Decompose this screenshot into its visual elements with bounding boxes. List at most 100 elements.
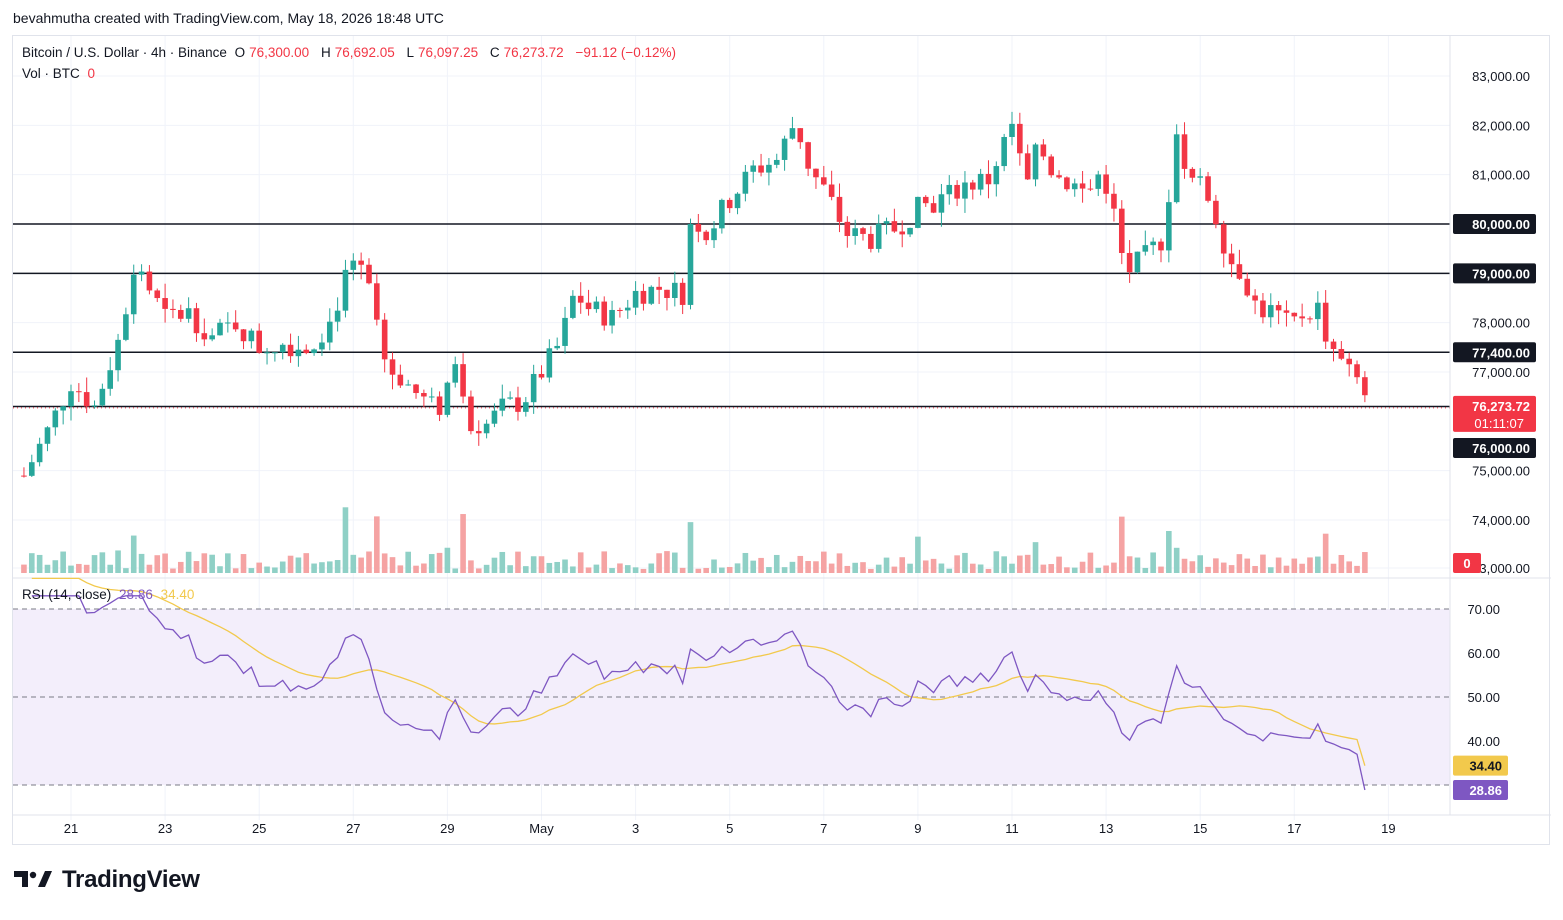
volume-bar [687, 522, 694, 573]
volume-bar [342, 507, 349, 573]
volume-bar [1071, 567, 1078, 573]
candle-body [954, 184, 960, 199]
candle-body [805, 142, 811, 169]
candle-body [1275, 305, 1282, 311]
price-label-box [1453, 342, 1536, 363]
candle-body [907, 227, 913, 235]
volume-bar [789, 561, 796, 573]
candle-body [852, 228, 858, 236]
candle-body [21, 475, 27, 477]
volume-bar [287, 555, 294, 573]
volume-bar [1166, 530, 1172, 573]
volume-bar [272, 567, 278, 573]
volume-bar [1267, 567, 1274, 573]
candle-body [209, 335, 215, 340]
volume-legend: Vol · BTC 0 [22, 66, 99, 81]
volume-bar [1252, 565, 1258, 573]
candle-body [499, 398, 506, 411]
volume-bar [60, 551, 66, 573]
price-tick-label: 81,000.00 [1472, 168, 1530, 183]
last-price-label: 76,273.72 01:11:07 [1453, 395, 1536, 432]
candle-body [538, 373, 545, 378]
candle-body [789, 128, 796, 139]
volume-bar [585, 567, 592, 573]
volume-bar [930, 558, 937, 573]
candle-body [977, 173, 984, 190]
volume-bar [773, 554, 780, 573]
candle-body [1111, 193, 1117, 209]
candle-body [193, 308, 200, 334]
candle-body [585, 302, 592, 310]
volume-bar [421, 563, 427, 573]
level-label-79000: 79,000.00 [1453, 263, 1536, 284]
candle-body [374, 283, 380, 320]
volume-bar [483, 564, 490, 573]
volume-bar [1307, 557, 1313, 573]
rsi-ma-value: 34.40 [160, 587, 195, 602]
candle-body [52, 410, 59, 428]
attribution-text: bevahmutha created with TradingView.com,… [13, 10, 444, 26]
price-label-box [1453, 263, 1536, 284]
candle-body [225, 322, 231, 324]
volume-bar [1158, 566, 1164, 573]
volume-bar [436, 552, 443, 573]
candle-body [1228, 253, 1235, 265]
horizontal-levels [13, 223, 1450, 409]
rsi-value-label: 28.86 [1453, 780, 1508, 801]
time-tick-label: 29 [440, 821, 454, 836]
volume-bar [577, 552, 584, 573]
candle-body [1283, 310, 1290, 313]
volume-bar [1260, 554, 1266, 573]
volume-bar [99, 552, 106, 573]
candle-body [44, 427, 51, 444]
time-tick-label: 27 [346, 821, 360, 836]
open-label: O 76,300.00 [234, 45, 310, 60]
volume-bar [656, 553, 662, 573]
candle-body [915, 196, 921, 228]
volume-bar [766, 567, 772, 573]
candle-body [99, 388, 106, 406]
volume-bar [374, 516, 380, 573]
volume-bar [1087, 552, 1094, 573]
rsi-band [13, 609, 1450, 785]
volume-bar [468, 560, 474, 573]
candle-body [444, 382, 451, 415]
candle-body [1079, 183, 1086, 189]
candle-body [570, 295, 576, 318]
volume-bar [1299, 563, 1305, 573]
volume-bar [523, 566, 529, 573]
volume-bar [1236, 554, 1243, 573]
candle-body [891, 221, 898, 232]
volume-bar [1205, 566, 1211, 573]
price-label-text: 76,000.00 [1472, 441, 1530, 456]
candle-body [860, 228, 866, 234]
volume-bar [946, 568, 953, 573]
candle-body [930, 203, 937, 213]
candle-body [844, 221, 851, 236]
volume-bar [1103, 565, 1109, 573]
time-tick-label: 25 [252, 821, 266, 836]
candle-body [83, 392, 90, 407]
volume-bar [1181, 558, 1188, 573]
volume-bar [609, 568, 615, 573]
candle-body [217, 322, 223, 336]
volume-bar [193, 561, 200, 573]
tradingview-logo[interactable]: TradingView [14, 866, 200, 894]
volume-bar [624, 565, 631, 573]
candle-body [593, 301, 600, 310]
rsi-ma-label: 34.40 [1453, 755, 1508, 776]
candle-body [938, 194, 945, 213]
time-tick-label: 7 [820, 821, 827, 836]
candle-body [821, 177, 827, 185]
candle-body [1330, 341, 1337, 349]
candle-body [350, 260, 357, 270]
volume-bar [1346, 561, 1352, 573]
tradingview-logo-icon [14, 871, 52, 887]
candle-body [609, 309, 615, 326]
candle-body [1252, 295, 1258, 301]
candle-body [491, 410, 498, 424]
volume-bar [530, 556, 537, 573]
volume-bar [444, 547, 451, 573]
candle-body [648, 286, 655, 304]
